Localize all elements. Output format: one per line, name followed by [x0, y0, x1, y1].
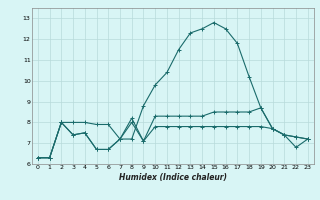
- X-axis label: Humidex (Indice chaleur): Humidex (Indice chaleur): [119, 173, 227, 182]
